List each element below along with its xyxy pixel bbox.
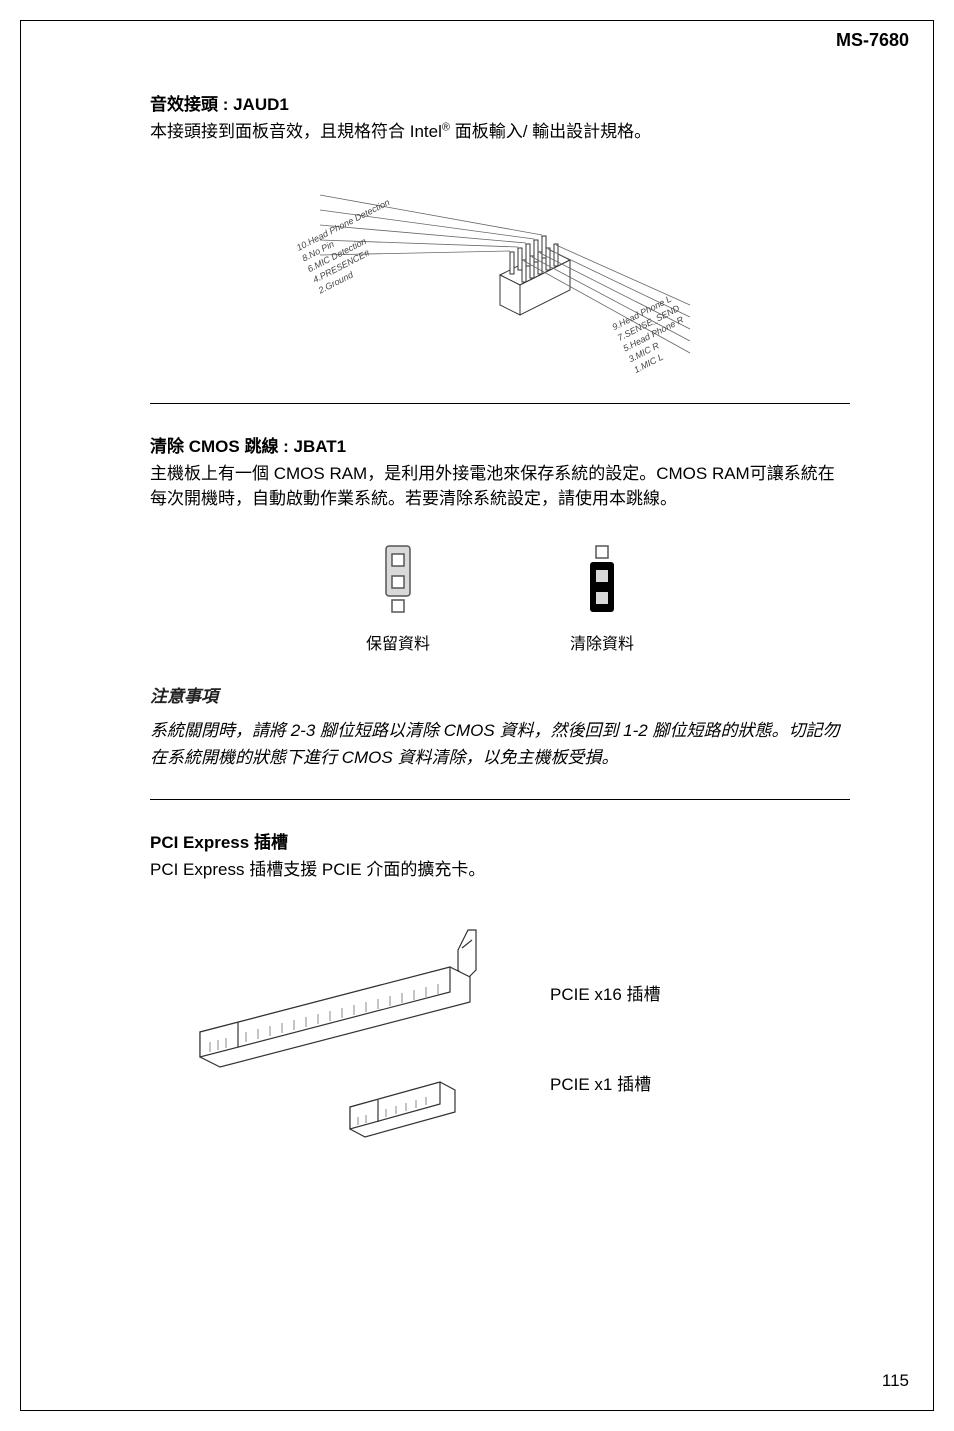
- page-number: 115: [882, 1371, 909, 1391]
- pcie-title: PCI Express 插槽: [150, 828, 850, 853]
- model-header: MS-7680: [836, 30, 909, 51]
- audio-body-pre: 本接頭接到面板音效，且規格符合 Intel: [150, 122, 442, 141]
- jumper-clear: 清除資料: [570, 542, 634, 654]
- jumper-row: 保留資料 清除資料: [150, 542, 850, 654]
- pcie-x16-label: PCIE x16 插槽: [550, 980, 661, 1005]
- cmos-title: 清除 CMOS 跳線 : JBAT1: [150, 432, 850, 457]
- divider: [150, 403, 850, 404]
- cmos-body: 主機板上有一個 CMOS RAM，是利用外接電池來保存系統的設定。CMOS RA…: [150, 461, 850, 512]
- pcie-section: PCI Express 插槽 PCI Express 插槽支援 PCIE 介面的…: [150, 828, 850, 1163]
- note-body: 系統關閉時，請將 2-3 腳位短路以清除 CMOS 資料，然後回到 1-2 腳位…: [150, 717, 850, 771]
- note-title: 注意事項: [150, 682, 850, 707]
- pcie-body: PCI Express 插槽支援 PCIE 介面的擴充卡。: [150, 857, 850, 883]
- audio-connector-diagram: 10.Head Phone Detection 8.No Pin 6.MIC D…: [240, 155, 760, 375]
- audio-body-post: 面板輸入/ 輸出設計規格。: [450, 122, 651, 141]
- audio-body: 本接頭接到面板音效，且規格符合 Intel® 面板輸入/ 輸出設計規格。: [150, 119, 850, 145]
- pin-label: 10.Head Phone Detection: [295, 197, 391, 253]
- note-section: 注意事項 系統關閉時，請將 2-3 腳位短路以清除 CMOS 資料，然後回到 1…: [150, 682, 850, 771]
- pcie-slots-icon: [180, 922, 560, 1152]
- audio-body-sup: ®: [442, 121, 450, 133]
- page-content: 音效接頭 : JAUD1 本接頭接到面板音效，且規格符合 Intel® 面板輸入…: [150, 90, 850, 1162]
- pcie-diagram: PCIE x16 插槽 PCIE x1 插槽: [150, 902, 850, 1162]
- jumper-keep: 保留資料: [366, 542, 430, 654]
- jumper-keep-icon: [378, 542, 418, 622]
- divider: [150, 799, 850, 800]
- jumper-keep-label: 保留資料: [366, 630, 430, 654]
- cmos-section: 清除 CMOS 跳線 : JBAT1 主機板上有一個 CMOS RAM，是利用外…: [150, 432, 850, 654]
- audio-section: 音效接頭 : JAUD1 本接頭接到面板音效，且規格符合 Intel® 面板輸入…: [150, 90, 850, 375]
- pcie-x1-label: PCIE x1 插槽: [550, 1070, 651, 1095]
- jumper-clear-label: 清除資料: [570, 630, 634, 654]
- audio-title: 音效接頭 : JAUD1: [150, 90, 850, 115]
- jumper-clear-icon: [582, 542, 622, 622]
